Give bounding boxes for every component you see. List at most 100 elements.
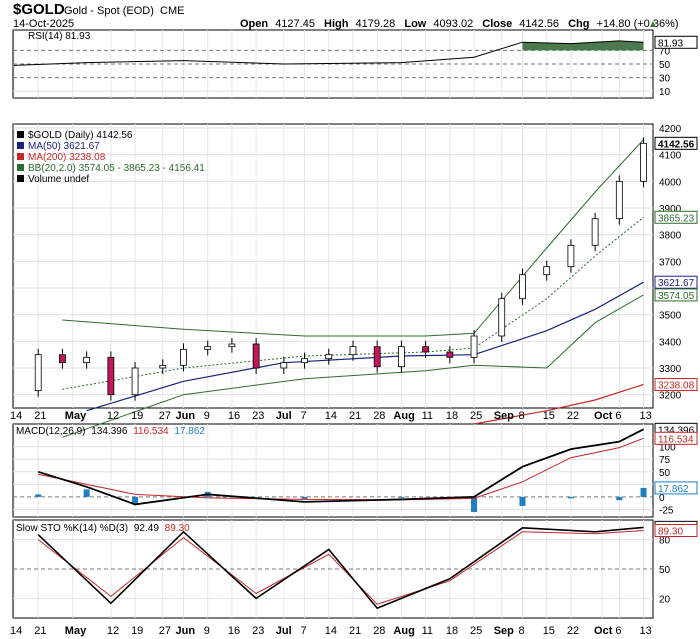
price-value-tag-text: 3238.08 xyxy=(658,381,695,392)
sto-x-tick-label: 12 xyxy=(107,625,119,637)
sto-x-tick-label: 19 xyxy=(131,625,143,637)
price-legend-swatch xyxy=(17,131,24,138)
macd-legend: MACD(12,26,9) 134.396 116.534 17.862 xyxy=(16,426,205,437)
low-value: 4093.02 xyxy=(433,18,473,30)
sto-x-tick-label: 21 xyxy=(349,625,361,637)
price-x-tick-label: Oct xyxy=(594,410,613,422)
price-candle xyxy=(543,266,551,276)
price-axis-tick: 4000 xyxy=(659,177,682,188)
price-x-tick-label: 21 xyxy=(349,410,361,422)
sto-axis-tick: 80 xyxy=(659,536,671,547)
price-legend-swatch xyxy=(17,164,24,171)
macd-legend-prefix: MACD(12,26,9) xyxy=(16,426,85,437)
rsi-line xyxy=(13,40,644,66)
sto-x-tick-label: Aug xyxy=(393,625,414,637)
macd-histogram-bar xyxy=(35,494,42,497)
price-axis-tick: 3200 xyxy=(659,391,682,402)
sto-x-tick-label: 28 xyxy=(373,625,385,637)
price-panel-frame xyxy=(12,123,654,409)
price-value-tag xyxy=(654,378,698,392)
price-candle xyxy=(446,351,454,358)
sto-legend-k: 92.49 xyxy=(134,523,159,534)
macd-histogram-bar xyxy=(83,489,90,497)
macd-histogram-bar xyxy=(640,487,647,497)
sto-x-tick-label: 25 xyxy=(470,625,482,637)
price-legend-swatch xyxy=(17,175,24,182)
price-candle xyxy=(107,356,115,396)
price-candle xyxy=(131,367,139,396)
price-candle xyxy=(252,343,260,369)
price-candle xyxy=(34,354,42,392)
rsi-axis-tick: 10 xyxy=(659,87,671,98)
price-x-tick-label: 7 xyxy=(301,410,307,422)
sto-x-tick-label: Oct xyxy=(594,625,613,637)
price-value-tag-text: 3865.23 xyxy=(658,213,695,224)
sto-panel-frame xyxy=(12,519,654,619)
chart-exchange: CME xyxy=(160,5,184,17)
rsi-axis-tick: 30 xyxy=(659,74,671,85)
macd-histogram-bar xyxy=(301,496,308,499)
price-x-tick-label: May xyxy=(65,410,87,422)
price-x-tick-label: 28 xyxy=(373,410,385,422)
macd-histogram-bar xyxy=(471,496,478,512)
price-x-tick-label: 12 xyxy=(107,410,119,422)
macd-histogram-bar xyxy=(567,496,574,499)
price-legend-swatch xyxy=(17,153,24,160)
price-legend-entry: MA(50) 3621.67 xyxy=(28,141,100,152)
price-legend-swatch xyxy=(17,142,24,149)
macd-legend-hist: 17.862 xyxy=(174,426,205,437)
open-label: Open xyxy=(240,18,268,30)
low-label: Low xyxy=(404,18,426,30)
chart-symbol: $GOLD xyxy=(13,1,65,18)
ma200-line xyxy=(473,383,644,425)
sto-x-tick-label: 22 xyxy=(567,625,579,637)
sto-x-tick-label: Jul xyxy=(276,625,292,637)
sto-value-tag xyxy=(654,523,698,537)
price-candle xyxy=(498,298,506,337)
macd-value-tag xyxy=(654,431,698,445)
price-x-tick-label: 9 xyxy=(204,410,210,422)
price-x-tick-label: 25 xyxy=(470,410,482,422)
rsi-value-tag xyxy=(654,35,698,49)
macd-axis-tick: 0 xyxy=(659,493,665,504)
macd-histogram-bar xyxy=(519,496,526,506)
price-candle xyxy=(83,356,91,364)
price-value-tag-text: 3574.05 xyxy=(658,291,695,302)
macd-histogram-bar xyxy=(132,496,139,504)
sto-x-tick-label: 16 xyxy=(228,625,240,637)
sto-axis-tick: 50 xyxy=(659,565,671,576)
macd-signal-line xyxy=(38,437,644,501)
price-candle xyxy=(373,346,381,368)
price-candle xyxy=(422,346,430,353)
price-legend-entry: BB(20,2.0) 3574.05 - 3865.23 - 4156.41 xyxy=(28,163,205,174)
rsi-axis-tick: 50 xyxy=(659,60,671,71)
price-value-tag xyxy=(654,210,698,224)
sto-d-line xyxy=(37,530,644,605)
sto-x-tick-label: 15 xyxy=(543,625,555,637)
sto-x-tick-label: 14 xyxy=(325,625,337,637)
price-candle xyxy=(325,354,333,360)
rsi-value-tag-text: 81.93 xyxy=(658,38,683,49)
price-x-tick-label: 27 xyxy=(159,410,171,422)
price-legend-entry: Volume undef xyxy=(28,174,89,185)
price-candle xyxy=(615,180,623,220)
close-value: 4142.56 xyxy=(519,18,559,30)
sto-k-line xyxy=(37,526,644,610)
chg-value: +14.80 (+0.36%) xyxy=(597,18,679,30)
price-value-tag xyxy=(654,288,698,302)
macd-axis-tick: 50 xyxy=(659,468,671,479)
price-x-tick-label: 14 xyxy=(325,410,337,422)
price-x-tick-label: 23 xyxy=(252,410,264,422)
chart-instrument-name: Gold - Spot (EOD) xyxy=(64,5,154,17)
sto-x-tick-label: 14 xyxy=(10,625,22,637)
price-axis-tick: 3500 xyxy=(659,311,682,322)
price-axis-tick: 3400 xyxy=(659,337,682,348)
macd-legend-signal: 116.534 xyxy=(133,426,169,437)
macd-histogram-bar xyxy=(398,496,405,498)
price-axis-tick: 3900 xyxy=(659,204,682,215)
sto-x-tick-label: 6 xyxy=(615,625,621,637)
price-x-tick-label: 6 xyxy=(615,410,621,422)
sto-x-tick-label: 23 xyxy=(252,625,264,637)
